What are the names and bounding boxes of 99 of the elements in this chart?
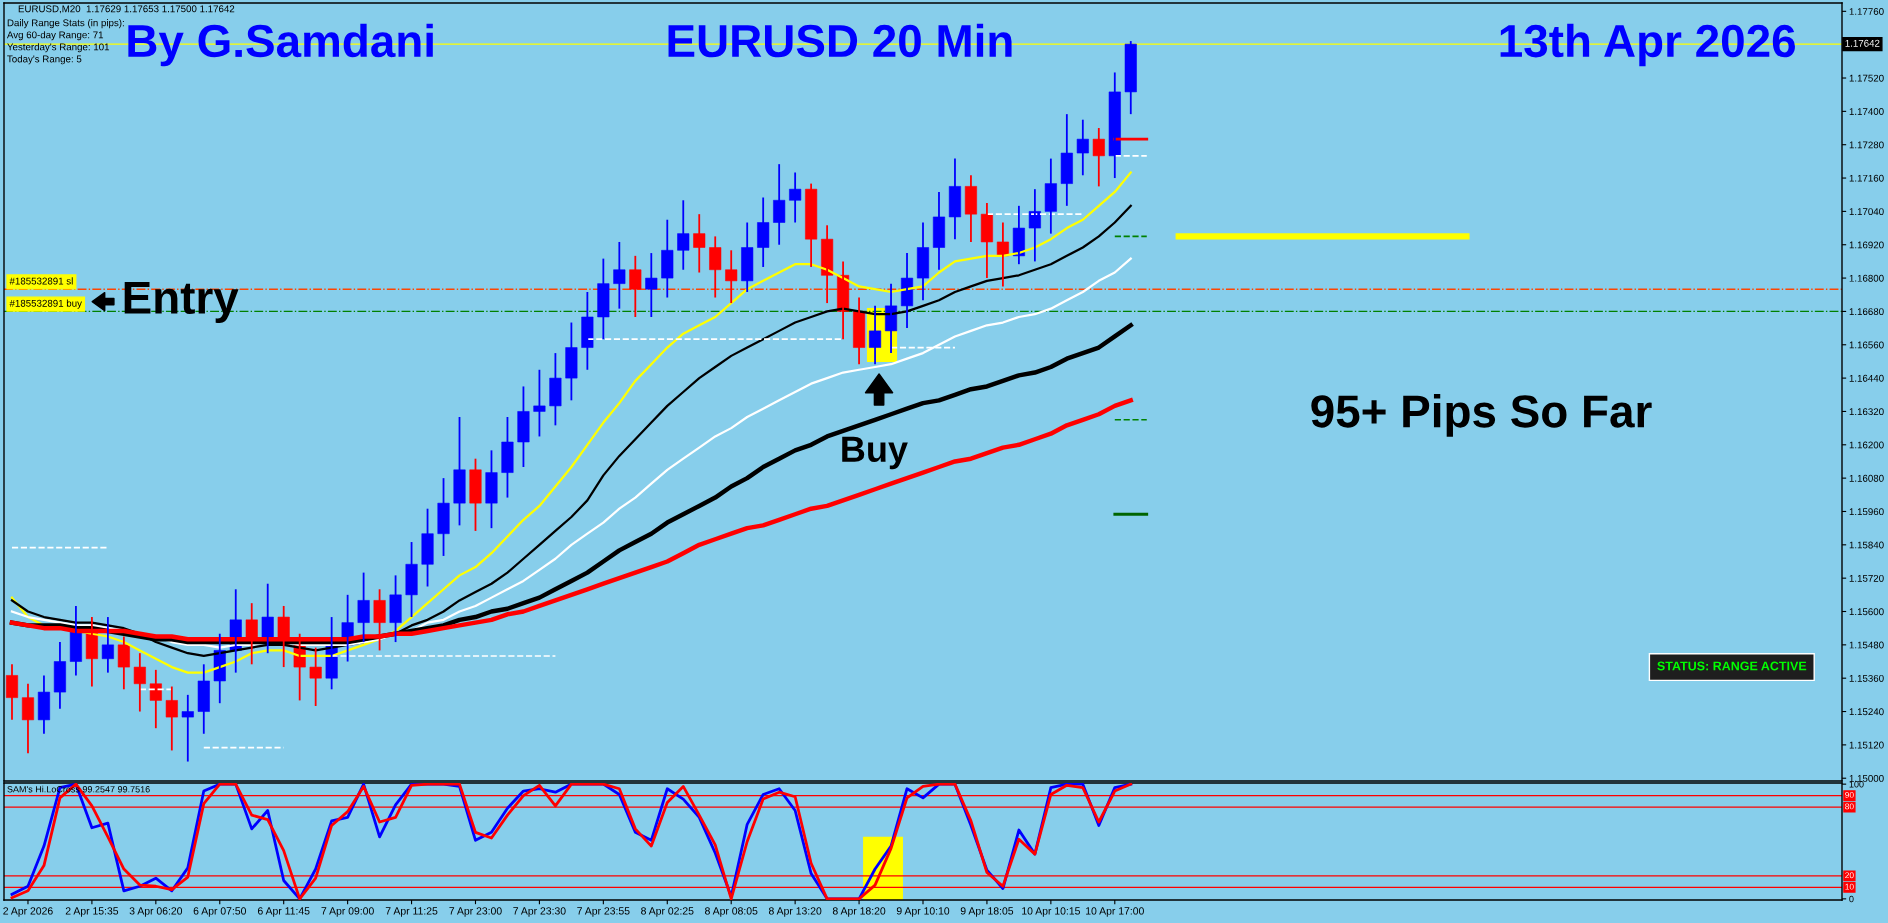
y-tick-label: 1.16320 [1849, 408, 1884, 416]
y-tick-label: 1.15000 [1849, 774, 1884, 782]
y-tick-label: 1.15240 [1849, 708, 1884, 716]
y-tick-label: 1.17520 [1849, 74, 1884, 82]
candlestick [805, 182, 818, 268]
y-tick-label: 1.16920 [1849, 241, 1884, 249]
y-tick-label: 1.15840 [1849, 541, 1884, 549]
candlestick [453, 416, 466, 527]
ref-line-label: 20 [1845, 872, 1854, 879]
candlestick [309, 646, 322, 707]
x-tick-label: 3 Apr 06:20 [129, 907, 183, 917]
x-tick-label: 7 Apr 23:55 [577, 907, 630, 917]
x-tick-label: 9 Apr 18:05 [960, 907, 1014, 917]
annotation: Daily Range Stats (in pips): [7, 19, 124, 29]
candlestick [549, 352, 562, 427]
annotation: STATUS: RANGE ACTIVE [1657, 661, 1807, 671]
x-tick-label: 7 Apr 09:00 [321, 907, 374, 917]
candlestick [101, 616, 114, 674]
ref-line-label: #185532891 buy [9, 299, 82, 309]
candlestick [501, 416, 514, 499]
candlestick [133, 652, 146, 713]
annotation: Avg 60-day Range: 71 [6, 31, 104, 41]
y-tick-label: 1.17040 [1849, 208, 1884, 216]
candlestick [1028, 188, 1041, 263]
y-tick-label: 1.16800 [1849, 274, 1884, 282]
candlestick [517, 385, 530, 468]
candlestick [1124, 40, 1137, 116]
candlestick [197, 663, 210, 735]
candlestick [1076, 118, 1089, 177]
x-tick-label: 2 Apr 15:35 [65, 907, 119, 917]
y-tick-label: 1.17400 [1849, 108, 1884, 115]
ref-line-label: 10 [1845, 883, 1854, 890]
candlestick [485, 449, 498, 530]
x-tick-label: 6 Apr 07:50 [193, 907, 246, 917]
candlestick [629, 254, 642, 318]
candlestick [421, 507, 434, 588]
y-tick-label: 1.17280 [1849, 141, 1884, 149]
x-tick-label: 8 Apr 18:20 [832, 907, 886, 917]
candlestick [389, 574, 402, 643]
y-tick-label: 1.15120 [1849, 741, 1884, 749]
candlestick [725, 249, 738, 304]
annotation: EURUSD,M20 1.17629 1.17653 1.17500 1.17642 [18, 5, 235, 14]
x-tick-label: 2 Apr 2026 [3, 907, 53, 917]
candlestick [1060, 113, 1073, 207]
y-tick-label: 1.17760 [1849, 8, 1884, 15]
candlestick [565, 321, 578, 402]
candlestick [773, 163, 786, 246]
y-tick-label: 1.15360 [1849, 674, 1884, 682]
candlestick [741, 221, 754, 293]
y-tick-label: 1.15960 [1849, 508, 1884, 516]
candlestick [357, 571, 370, 643]
candlestick [469, 457, 482, 532]
y-tick-label: 1.15600 [1849, 608, 1884, 616]
y-tick-label: 100 [1849, 781, 1864, 788]
candlestick [581, 291, 594, 371]
ref-line-label: 1.17642 [1845, 39, 1880, 47]
candlestick [405, 541, 418, 618]
candlestick [1092, 127, 1105, 188]
y-tick-label: 1.17160 [1849, 174, 1884, 182]
x-tick-label: 9 Apr 10:10 [896, 907, 950, 917]
y-tick-label: 1.15720 [1849, 574, 1884, 582]
candlestick [693, 213, 706, 274]
x-tick-label: 10 Apr 10:15 [1022, 907, 1080, 917]
candlestick [677, 199, 690, 271]
annotation: Buy [842, 436, 908, 470]
candlestick [1044, 157, 1057, 235]
x-tick-label: 7 Apr 23:30 [513, 907, 566, 917]
candlestick [117, 635, 130, 691]
x-tick-label: 8 Apr 08:05 [705, 907, 758, 917]
annotation: Today's Range: 5 [7, 55, 82, 65]
annotation: 95+ Pips So Far [1311, 393, 1652, 437]
ref-line-label: 90 [1845, 791, 1854, 798]
y-tick-label: 1.16680 [1849, 308, 1884, 316]
x-tick-label: 6 Apr 11:45 [257, 907, 310, 917]
candlestick [181, 693, 194, 763]
ref-line-label: 80 [1845, 803, 1854, 810]
x-tick-label: 7 Apr 23:00 [449, 907, 502, 917]
y-tick-label: 1.15480 [1849, 641, 1884, 649]
candlestick [789, 171, 802, 224]
candlestick [757, 196, 770, 268]
candlestick [533, 368, 546, 438]
candlestick [645, 252, 658, 318]
x-tick-label: 8 Apr 13:20 [768, 907, 822, 917]
x-tick-label: 8 Apr 02:25 [641, 907, 694, 917]
ref-line-label: #185532891 sl [9, 277, 73, 285]
candlestick [661, 218, 674, 299]
candlestick [165, 685, 178, 752]
candlestick [613, 241, 626, 310]
y-tick-label: 0 [1849, 895, 1854, 903]
y-tick-label: 1.16560 [1849, 341, 1884, 349]
annotation: Yesterday's Range: 101 [7, 43, 110, 53]
y-tick-label: 1.16200 [1849, 441, 1884, 449]
y-tick-label: 1.16080 [1849, 474, 1884, 482]
candlestick [709, 235, 722, 299]
candlestick [437, 477, 450, 557]
y-tick-label: 1.16440 [1849, 374, 1884, 382]
x-tick-label: 7 Apr 11:25 [385, 907, 438, 917]
x-tick-label: 10 Apr 17:00 [1086, 907, 1144, 917]
candlestick [597, 257, 610, 341]
